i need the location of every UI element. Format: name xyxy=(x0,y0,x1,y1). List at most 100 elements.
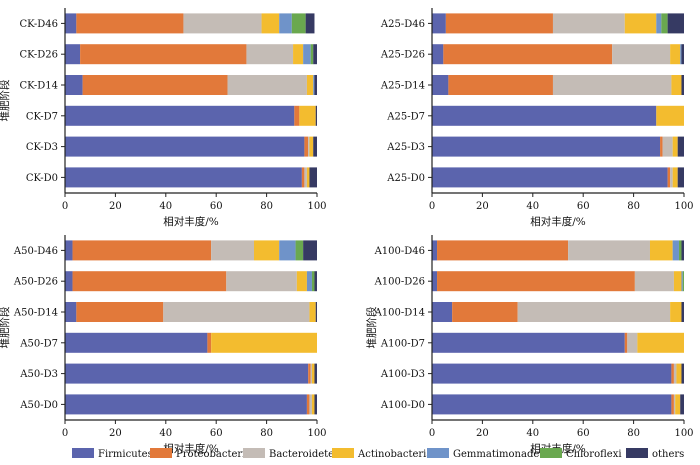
legend-swatch xyxy=(243,448,265,458)
x-tick-label: 20 xyxy=(109,201,122,212)
bar-segment-others xyxy=(680,394,684,415)
legend-swatch xyxy=(150,448,172,458)
bar-segment-gemmatimonadetes xyxy=(306,271,312,292)
category-label: A100-D14 xyxy=(374,308,425,319)
bar-segment-bacteroidetes xyxy=(310,363,312,384)
category-label: A50-D3 xyxy=(19,369,58,380)
legend-item-others: others xyxy=(626,448,684,460)
bar-segment-proteobacteria xyxy=(437,240,569,261)
x-tick-label: 100 xyxy=(674,201,693,212)
x-tick-label: 80 xyxy=(260,201,273,212)
category-label: A100-D3 xyxy=(380,369,425,380)
bar-segment-actinobacteria xyxy=(656,105,684,126)
x-tick-label: 0 xyxy=(429,428,435,439)
x-tick-label: 40 xyxy=(526,428,539,439)
bar-segment-firmicutes xyxy=(65,75,83,95)
legend-label: Gemmatimonadetes xyxy=(453,449,554,460)
category-label: A50-D7 xyxy=(19,338,58,349)
bar-segment-gemmatimonadetes xyxy=(279,13,292,34)
bar-segment-firmicutes xyxy=(65,167,302,188)
bar-segment-proteobacteria xyxy=(437,271,635,292)
bar-segment-bacteroidetes xyxy=(163,302,310,322)
bar-segment-chloroflexi xyxy=(310,44,314,65)
bar-segment-bacteroidetes xyxy=(226,271,297,292)
bar-segment-firmicutes xyxy=(65,302,77,322)
bar-segment-others xyxy=(677,136,684,157)
legend-swatch xyxy=(626,448,648,458)
chart-panel-2: A25-D46 A25-D26 A25-D14 A25-D7 A25-D3 A25-D0 0… xyxy=(380,8,694,228)
bar-segment-proteobacteria xyxy=(72,271,227,292)
bar-segment-actinobacteria xyxy=(649,240,673,261)
bar-segment-actinobacteria xyxy=(672,167,678,188)
bar-segment-proteobacteria xyxy=(445,13,553,34)
bar-segment-proteobacteria xyxy=(294,105,300,126)
bar-segment-actinobacteria xyxy=(296,271,307,292)
bar-segment-actinobacteria xyxy=(672,136,678,157)
bar-segment-actinobacteria xyxy=(670,44,681,65)
bar-segment-proteobacteria xyxy=(82,75,228,95)
bar-segment-bacteroidetes xyxy=(552,13,625,34)
x-tick-label: 0 xyxy=(429,201,435,212)
bar-segment-gemmatimonadetes xyxy=(303,44,311,65)
bar-segment-gemmatimonadetes xyxy=(279,240,296,261)
legend-label: Firmicutes xyxy=(98,449,153,460)
category-label: A50-D0 xyxy=(19,400,58,411)
category-label: A50-D14 xyxy=(13,308,58,319)
bar-segment-actinobacteria xyxy=(309,136,314,157)
x-tick-label: 60 xyxy=(210,201,223,212)
bar-segment-proteobacteria xyxy=(443,44,613,65)
x-axis-title: 相对丰度/% xyxy=(163,442,219,455)
bar-segment-bacteroidetes xyxy=(673,363,677,384)
bar-segment-others xyxy=(309,167,317,188)
bar-segment-actinobacteria xyxy=(306,167,310,188)
bar-segment-chloroflexi xyxy=(291,13,306,34)
x-tick-label: 40 xyxy=(526,201,539,212)
bar-segment-actinobacteria xyxy=(211,332,317,353)
bar-segment-actinobacteria xyxy=(311,394,315,415)
bar-segment-firmicutes xyxy=(432,44,444,65)
x-tick-label: 20 xyxy=(476,428,489,439)
bar-segment-firmicutes xyxy=(432,363,672,384)
bar-segment-actinobacteria xyxy=(673,271,682,292)
legend-item-gemmatimonadetes: Gemmatimonadetes xyxy=(427,448,554,460)
bar-segment-firmicutes xyxy=(65,136,305,157)
legend-item-chloroflexi: Chloroflexi xyxy=(540,448,622,460)
legend-item-bacteroidetes: Bacteroidetes xyxy=(243,448,339,460)
bar-segment-firmicutes xyxy=(432,302,453,322)
bar-segment-proteobacteria xyxy=(76,13,184,34)
bar-segment-proteobacteria xyxy=(306,394,310,415)
x-tick-label: 20 xyxy=(109,428,122,439)
bar-segment-firmicutes xyxy=(432,240,438,261)
x-axis-title: 相对丰度/% xyxy=(530,215,586,228)
bar-segment-actinobacteria xyxy=(670,302,682,322)
bar-segment-bacteroidetes xyxy=(183,13,262,34)
bar-segment-bacteroidetes xyxy=(662,136,673,157)
category-label: A25-D3 xyxy=(386,142,425,153)
bar-segment-others xyxy=(314,363,317,384)
y-axis-title: 堆肥阶段 xyxy=(0,79,11,121)
bar-segment-proteobacteria xyxy=(671,394,674,415)
bar-segment-others xyxy=(305,13,315,34)
bar-segment-actinobacteria xyxy=(311,363,315,384)
x-tick-label: 0 xyxy=(62,201,68,212)
x-tick-label: 100 xyxy=(307,428,326,439)
bar-segment-firmicutes xyxy=(432,75,449,95)
bar-segment-bacteroidetes xyxy=(211,240,254,261)
category-label: CK-D7 xyxy=(26,111,58,122)
bar-segment-others xyxy=(681,75,684,95)
category-label: A100-D0 xyxy=(380,400,425,411)
legend-label: Actinobacteria xyxy=(357,449,432,460)
y-axis-title: 堆肥阶段 xyxy=(365,306,378,348)
bar-segment-firmicutes xyxy=(65,44,81,65)
bar-segment-proteobacteria xyxy=(207,332,212,353)
category-label: A25-D0 xyxy=(386,173,425,184)
category-label: A100-D26 xyxy=(374,277,425,288)
bar-segment-firmicutes xyxy=(65,394,307,415)
legend-label: Proteobacteria xyxy=(176,449,251,460)
bar-segment-firmicutes xyxy=(432,13,446,34)
category-label: CK-D14 xyxy=(19,81,58,92)
bar-segment-bacteroidetes xyxy=(627,332,638,353)
bar-segment-chloroflexi xyxy=(661,13,668,34)
bar-segment-actinobacteria xyxy=(261,13,280,34)
bar-segment-chloroflexi xyxy=(678,240,682,261)
